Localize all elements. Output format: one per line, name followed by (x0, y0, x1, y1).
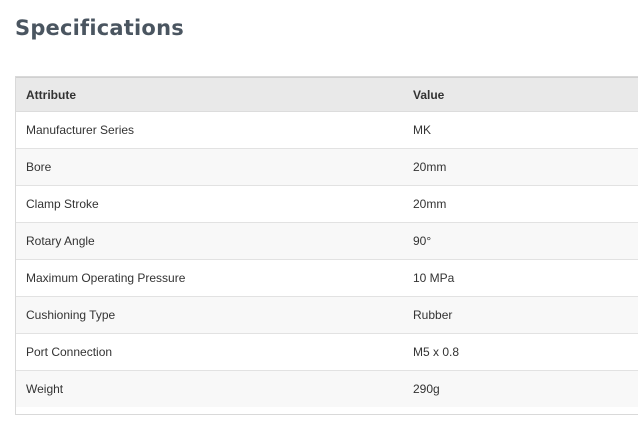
header-attribute: Attribute (16, 77, 403, 112)
table-row: Rotary Angle 90° (16, 222, 638, 260)
value-cell: MK (403, 111, 638, 149)
value-cell: 10 MPa (403, 259, 638, 297)
header-value: Value (403, 77, 638, 112)
attribute-cell: Weight (16, 370, 403, 407)
specifications-table-container: Attribute Value Manufacturer Series MK Bor… (15, 76, 638, 415)
attribute-cell: Clamp Stroke (16, 185, 403, 223)
table-row: Maximum Operating Pressure 10 MPa (16, 259, 638, 297)
value-cell: M5 x 0.8 (403, 333, 638, 371)
table-row: Port Connection M5 x 0.8 (16, 333, 638, 371)
table-row: Clamp Stroke 20mm (16, 185, 638, 223)
attribute-cell: Manufacturer Series (16, 111, 403, 149)
attribute-cell: Cushioning Type (16, 296, 403, 334)
attribute-cell: Rotary Angle (16, 222, 403, 260)
table-row: Bore 20mm (16, 148, 638, 186)
value-cell: 90° (403, 222, 638, 260)
value-cell: Rubber (403, 296, 638, 334)
table-row: Manufacturer Series MK (16, 111, 638, 149)
attribute-cell: Bore (16, 148, 403, 186)
table-header-row: Attribute Value (16, 77, 638, 112)
attribute-cell: Port Connection (16, 333, 403, 371)
page-title: Specifications (15, 16, 184, 40)
table-row: Weight 290g (16, 370, 638, 407)
value-cell: 290g (403, 370, 638, 407)
value-cell: 20mm (403, 148, 638, 186)
table-row: Cushioning Type Rubber (16, 296, 638, 334)
value-cell: 20mm (403, 185, 638, 223)
specifications-table: Attribute Value Manufacturer Series MK Bor… (16, 77, 638, 407)
attribute-cell: Maximum Operating Pressure (16, 259, 403, 297)
